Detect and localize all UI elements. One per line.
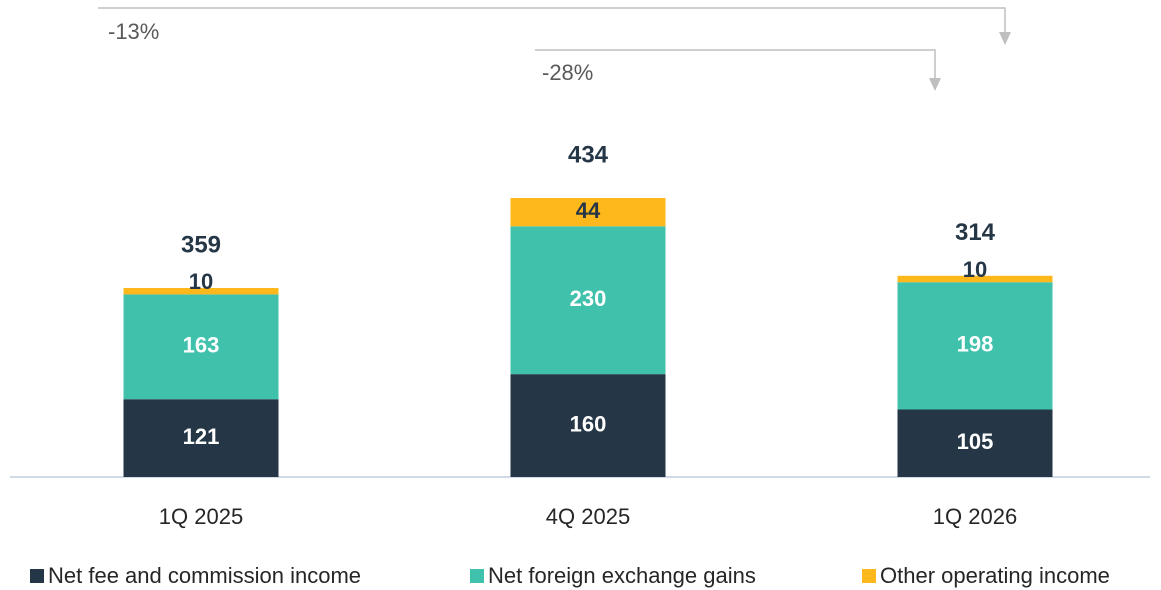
value-label: 160 (570, 411, 607, 436)
total-label: 434 (568, 141, 609, 168)
value-label: 10 (963, 257, 987, 282)
bar-segment (123, 288, 279, 295)
legend-label: Net fee and commission income (48, 563, 361, 588)
legend-swatch (30, 569, 44, 583)
arrow-head (929, 78, 941, 91)
bar-segment (123, 399, 279, 477)
annotation: -28% (542, 60, 593, 85)
value-label: 163 (183, 333, 220, 358)
value-label: 121 (183, 424, 220, 449)
legend-label: Other operating income (880, 563, 1110, 588)
bar-segment (510, 374, 666, 477)
value-label: 230 (570, 286, 607, 311)
total-label: 314 (955, 219, 996, 246)
arrow-line (98, 7, 1006, 34)
value-label: 44 (576, 198, 601, 223)
x-tick-label: 4Q 2025 (546, 504, 630, 529)
legend-swatch (862, 569, 876, 583)
value-label: 105 (957, 429, 994, 454)
x-tick-label: 1Q 2025 (159, 504, 243, 529)
bar-segment (123, 294, 279, 400)
x-tick-label: 1Q 2026 (933, 504, 1017, 529)
arrow-line (535, 49, 936, 80)
legend-swatch (470, 569, 484, 583)
value-label: 198 (957, 332, 994, 357)
legend-label: Net foreign exchange gains (488, 563, 756, 588)
bar-segment (897, 275, 1053, 283)
change-arrows (98, 7, 1006, 80)
annotation: -13% (108, 19, 159, 44)
bar-segment (897, 282, 1053, 410)
bar-segment (510, 198, 666, 227)
total-label: 359 (181, 231, 221, 258)
bar-segment (510, 226, 666, 375)
arrow-head (999, 32, 1011, 45)
value-label: 10 (189, 269, 213, 294)
bar-segment (897, 409, 1053, 477)
